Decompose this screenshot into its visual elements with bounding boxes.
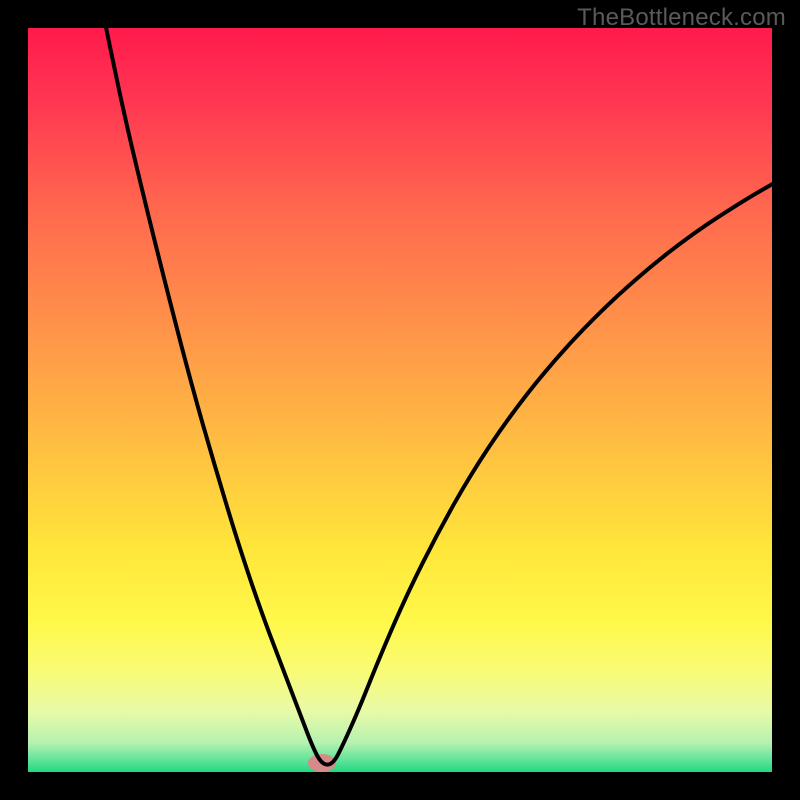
watermark-label: TheBottleneck.com (577, 4, 786, 32)
bottleneck-curve-plot (0, 0, 800, 800)
chart-canvas: TheBottleneck.com (0, 0, 800, 800)
plot-background-gradient (28, 28, 772, 772)
